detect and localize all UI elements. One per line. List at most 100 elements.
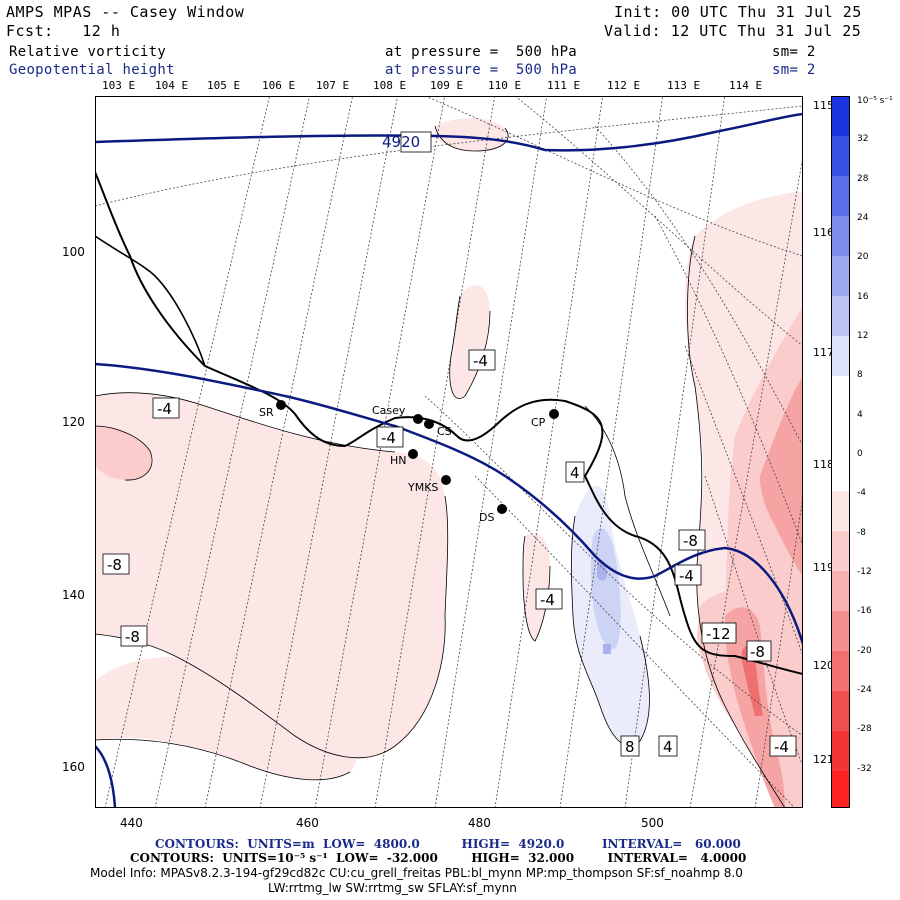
lon-label: 112 E (607, 79, 641, 92)
colorbar (831, 96, 850, 808)
station-sr: SR (259, 400, 286, 419)
colorbar-label: 0 (857, 449, 863, 459)
vort-label: -8 (120, 625, 148, 647)
vort-label: -4 (376, 426, 404, 448)
svg-text:Casey: Casey (372, 404, 406, 417)
svg-text:4: 4 (570, 464, 580, 482)
colorbar-label: 28 (857, 174, 869, 184)
colorbar-label: -16 (857, 606, 872, 616)
x-tick: 460 (296, 816, 319, 830)
colorbar-label: 20 (857, 252, 869, 262)
graticule (95, 96, 803, 808)
station-cp: CP (531, 409, 559, 429)
colorbar-label: -24 (857, 685, 872, 695)
svg-text:-4: -4 (157, 400, 172, 418)
vort-label: -8 (678, 529, 706, 551)
svg-text:-4: -4 (381, 429, 396, 447)
station-casey: Casey (372, 404, 423, 424)
vorticity-contour-info: CONTOURS: UNITS=10⁻⁵ s⁻¹ LOW= -32.000 HI… (130, 851, 747, 865)
station-ymks: YMKS (407, 475, 451, 494)
lon-label: 107 E (316, 79, 350, 92)
field2-name: Geopotential height (9, 62, 175, 78)
colorbar-label: -20 (857, 646, 872, 656)
y-tick: 100 (62, 245, 85, 259)
svg-text:8: 8 (625, 738, 635, 756)
y-tick: 160 (62, 760, 85, 774)
colorbar-label: 8 (857, 370, 863, 380)
contour-labels: 4920 -4 -4 -4 4 -8 -8 -4 -12 -8 -4 -4 8 … (102, 131, 797, 757)
height-label: 4920 (382, 131, 432, 153)
map-title: AMPS MPAS -- Casey Window (6, 3, 245, 21)
svg-text:4: 4 (663, 738, 673, 756)
model-physics-info: LW:rrtmg_lw SW:rrtmg_sw SFLAY:sf_mynn (268, 881, 517, 895)
negative-vorticity-shading (95, 117, 803, 808)
lon-label: 103 E (102, 79, 136, 92)
lon-label: 105 E (207, 79, 241, 92)
svg-text:HN: HN (390, 454, 407, 467)
geopotential-contours (95, 112, 803, 808)
lon-label: 108 E (373, 79, 407, 92)
lon-label: 113 E (667, 79, 701, 92)
field1-smoothing: sm= 2 (772, 44, 816, 60)
svg-text:-4: -4 (473, 352, 488, 370)
vort-label: -8 (102, 553, 130, 575)
field1-name: Relative vorticity (9, 44, 167, 60)
vort-label: -4 (152, 397, 180, 419)
svg-text:-4: -4 (774, 738, 789, 756)
svg-text:-12: -12 (706, 625, 731, 643)
svg-text:-8: -8 (107, 556, 122, 574)
svg-text:-8: -8 (125, 628, 140, 646)
lon-label: 106 E (262, 79, 296, 92)
svg-text:YMKS: YMKS (407, 481, 438, 494)
svg-text:4920: 4920 (382, 133, 420, 151)
svg-text:-8: -8 (683, 532, 698, 550)
colorbar-label: 4 (857, 410, 863, 420)
svg-text:-4: -4 (540, 591, 555, 609)
x-tick: 500 (641, 816, 664, 830)
station-cs: CS (424, 419, 452, 438)
station-ds: DS (479, 504, 507, 524)
colorbar-label: -4 (857, 488, 866, 498)
x-tick: 480 (468, 816, 491, 830)
field2-smoothing: sm= 2 (772, 62, 816, 78)
lon-label: 111 E (547, 79, 581, 92)
vort-label: 8 (620, 735, 640, 757)
colorbar-label: 12 (857, 331, 869, 341)
y-tick: 120 (62, 415, 85, 429)
model-info: Model Info: MPASv8.2.3-194-gf29cd82c CU:… (90, 866, 743, 880)
colorbar-unit: 10⁻⁵ s⁻¹ (857, 96, 893, 106)
vort-label: -4 (674, 564, 702, 586)
colorbar-label: 32 (857, 134, 869, 144)
svg-text:-8: -8 (750, 643, 765, 661)
vort-label: -12 (701, 622, 737, 644)
colorbar-label: 24 (857, 213, 869, 223)
lon-label: 104 E (155, 79, 189, 92)
field1-level: at pressure = 500 hPa (385, 44, 578, 60)
vort-label: -4 (769, 735, 797, 757)
lon-label: 110 E (488, 79, 522, 92)
vort-label: -4 (535, 588, 563, 610)
height-contour-info: CONTOURS: UNITS=m LOW= 4800.0 HIGH= 4920… (155, 837, 741, 851)
colorbar-label: -8 (857, 528, 866, 538)
svg-text:CP: CP (531, 416, 546, 429)
colorbar-label: 16 (857, 292, 869, 302)
svg-text:SR: SR (259, 406, 274, 419)
init-time: Init: 00 UTC Thu 31 Jul 25 (614, 3, 862, 21)
svg-text:CS: CS (437, 425, 452, 438)
field2-level: at pressure = 500 hPa (385, 62, 578, 78)
x-tick: 440 (120, 816, 143, 830)
stations: SR Casey CS HN YMKS DS CP (259, 400, 559, 524)
colorbar-label: -32 (857, 764, 872, 774)
vort-label: 4 (658, 735, 678, 757)
lon-label: 114 E (729, 79, 763, 92)
map-plot: SR Casey CS HN YMKS DS CP 4920 -4 -4 -4 … (95, 96, 803, 808)
lon-label: 109 E (430, 79, 464, 92)
forecast-hour: Fcst: 12 h (6, 22, 121, 40)
svg-text:DS: DS (479, 511, 494, 524)
vort-label: -4 (468, 349, 496, 371)
y-tick: 140 (62, 588, 85, 602)
svg-text:-4: -4 (679, 567, 694, 585)
valid-time: Valid: 12 UTC Thu 31 Jul 25 (604, 22, 862, 40)
vort-label: -8 (746, 640, 772, 662)
colorbar-label: -28 (857, 724, 872, 734)
